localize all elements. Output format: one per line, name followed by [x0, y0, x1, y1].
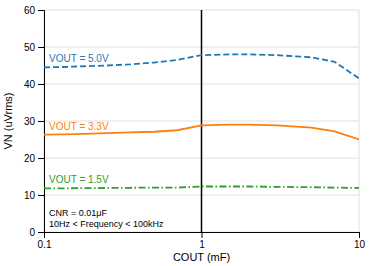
annotation: CNR = 0.01μF10Hz < Frequency < 100kHz: [49, 208, 164, 229]
series-label: VOUT = 5.0V: [49, 53, 109, 64]
y-tick-label: 0: [29, 227, 35, 238]
x-tick: 1: [199, 232, 205, 250]
x-tick-label: 0.1: [38, 239, 52, 250]
y-tick-mark: [38, 232, 44, 233]
y-tick-mark: [38, 158, 44, 159]
y-tick-mark: [38, 121, 44, 122]
y-tick: 0: [29, 227, 44, 238]
x-tick-mark: [359, 232, 360, 238]
y-tick: 60: [24, 5, 44, 16]
x-axis: 0.1 1 10: [38, 232, 366, 250]
series-label: VOUT = 1.5V: [49, 174, 109, 185]
series-label: VOUT = 3.3V: [49, 121, 109, 132]
x-axis-line: [45, 233, 360, 239]
y-tick: 50: [24, 42, 44, 53]
x-grid-line: [201, 10, 202, 232]
y-tick-label: 10: [24, 190, 36, 201]
y-axis-title: VN (uVrms): [2, 92, 14, 149]
y-axis-line: [38, 11, 45, 233]
chart: 0.1 1 10 0 10 20 30 40 50 60 VOUT = 5.0V VOUT = 3.3…: [0, 0, 373, 266]
series-line: [44, 186, 359, 188]
y-tick: 20: [24, 153, 44, 164]
x-tick: 0.1: [38, 232, 52, 250]
x-axis-title: COUT (mF): [173, 251, 230, 263]
y-tick-mark: [38, 195, 44, 196]
y-axis: 0 10 20 30 40 50 60: [24, 5, 45, 238]
y-tick-label: 40: [24, 79, 36, 90]
grid: [44, 10, 359, 232]
marks: [44, 10, 359, 232]
annotation-text: CNR = 0.01μF: [49, 208, 107, 218]
x-tick-mark: [202, 232, 203, 238]
x-tick: 10: [354, 232, 366, 250]
y-tick-label: 20: [24, 153, 36, 164]
reference-line: [201, 10, 203, 232]
annotation-text: 10Hz < Frequency < 100kHz: [49, 219, 164, 229]
y-tick-mark: [38, 10, 44, 11]
x-tick-label: 10: [354, 239, 366, 250]
x-tick-label: 1: [199, 239, 205, 250]
y-tick-mark: [38, 47, 44, 48]
y-tick: 10: [24, 190, 44, 201]
y-tick-mark: [38, 84, 44, 85]
y-tick-label: 50: [24, 42, 36, 53]
y-tick-label: 60: [24, 5, 36, 16]
y-tick: 30: [24, 116, 44, 127]
y-tick-label: 30: [24, 116, 36, 127]
plot: 0.1 1 10 0 10 20 30 40 50 60 VOUT = 5.0V VOUT = 3.3…: [24, 5, 366, 250]
y-tick: 40: [24, 79, 44, 90]
series-labels: VOUT = 5.0V VOUT = 3.3V VOUT = 1.5V: [49, 53, 109, 185]
